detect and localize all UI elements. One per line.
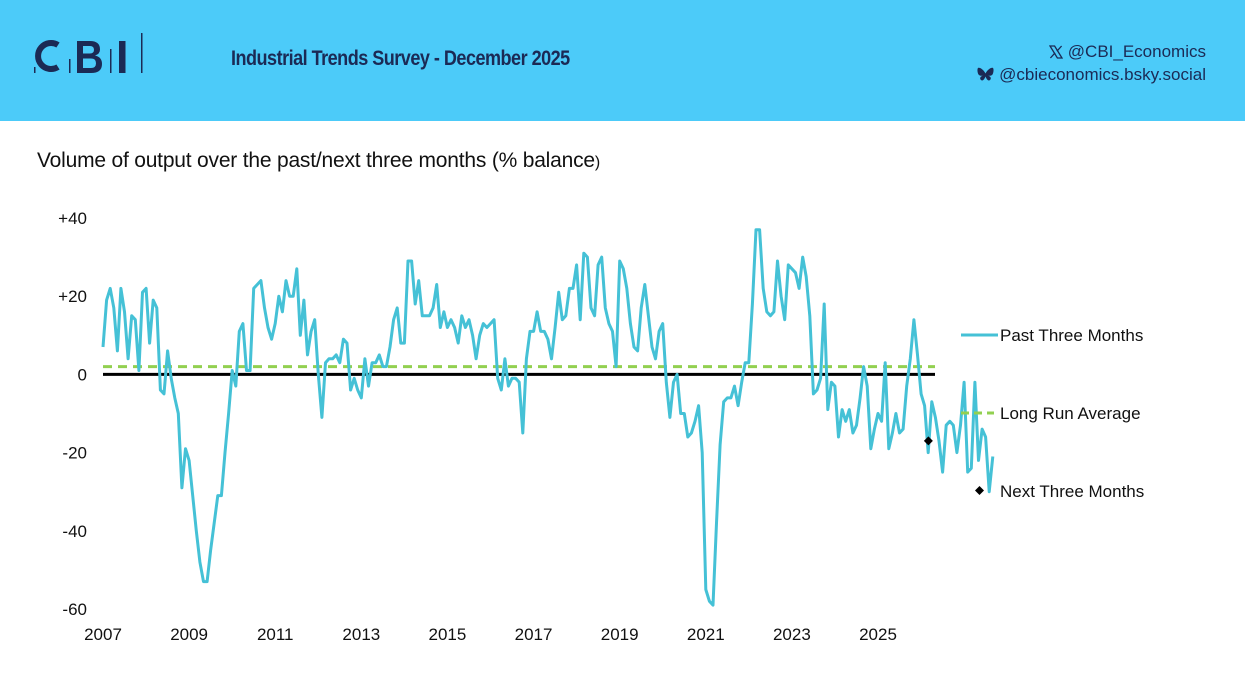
legend-marker-next <box>975 486 984 495</box>
past-three-months-line <box>101 228 995 607</box>
x-tick-label: 2009 <box>170 625 208 644</box>
bluesky-handle[interactable]: @cbieconomics.bsky.social <box>999 65 1206 84</box>
y-tick-label: -40 <box>62 522 87 541</box>
x-tick-label: 2019 <box>601 625 639 644</box>
chart-title-text: Volume of output over the past/next thre… <box>37 149 595 172</box>
cbi-logo <box>34 33 143 73</box>
x-tick-label: 2013 <box>342 625 380 644</box>
legend-label-next: Next Three Months <box>1000 482 1144 501</box>
x-tick-label: 2007 <box>84 625 122 644</box>
x-handle-row[interactable]: @CBI_Economics <box>977 40 1206 63</box>
y-tick-label: 0 <box>78 365 87 384</box>
header-banner: Industrial Trends Survey - December 2025… <box>0 0 1245 121</box>
report-title: Industrial Trends Survey - December 2025 <box>231 47 570 70</box>
x-axis: 2007 2009 2011 2013 2015 2017 2019 2021 2023 2025 <box>84 625 897 644</box>
bluesky-handle-row[interactable]: @cbieconomics.bsky.social <box>977 63 1206 86</box>
bluesky-butterfly-icon <box>977 67 994 81</box>
x-tick-label: 2023 <box>773 625 811 644</box>
next-three-months-markers <box>923 436 933 446</box>
next-three-months-point <box>923 436 933 446</box>
x-tick-label: 2015 <box>429 625 467 644</box>
y-tick-label: +20 <box>58 287 87 306</box>
y-axis: +40 +20 0 -20 -40 -60 <box>58 209 87 619</box>
x-tick-label: 2017 <box>515 625 553 644</box>
x-handle[interactable]: @CBI_Economics <box>1067 42 1206 61</box>
legend: Past Three Months Long Run Average Next … <box>961 326 1144 501</box>
social-handles: @CBI_Economics @cbieconomics.bsky.social <box>977 40 1206 86</box>
chart-title-close-paren: ) <box>594 154 601 171</box>
y-tick-label: -20 <box>62 444 87 463</box>
y-tick-label: -60 <box>62 600 87 619</box>
chart-title: Volume of output over the past/next thre… <box>37 149 600 173</box>
x-tick-label: 2025 <box>859 625 897 644</box>
legend-label-average: Long Run Average <box>1000 404 1141 423</box>
x-icon <box>1048 44 1063 59</box>
y-tick-label: +40 <box>58 209 87 228</box>
x-tick-label: 2021 <box>687 625 725 644</box>
x-tick-label: 2011 <box>257 625 294 644</box>
legend-label-past: Past Three Months <box>1000 326 1143 345</box>
